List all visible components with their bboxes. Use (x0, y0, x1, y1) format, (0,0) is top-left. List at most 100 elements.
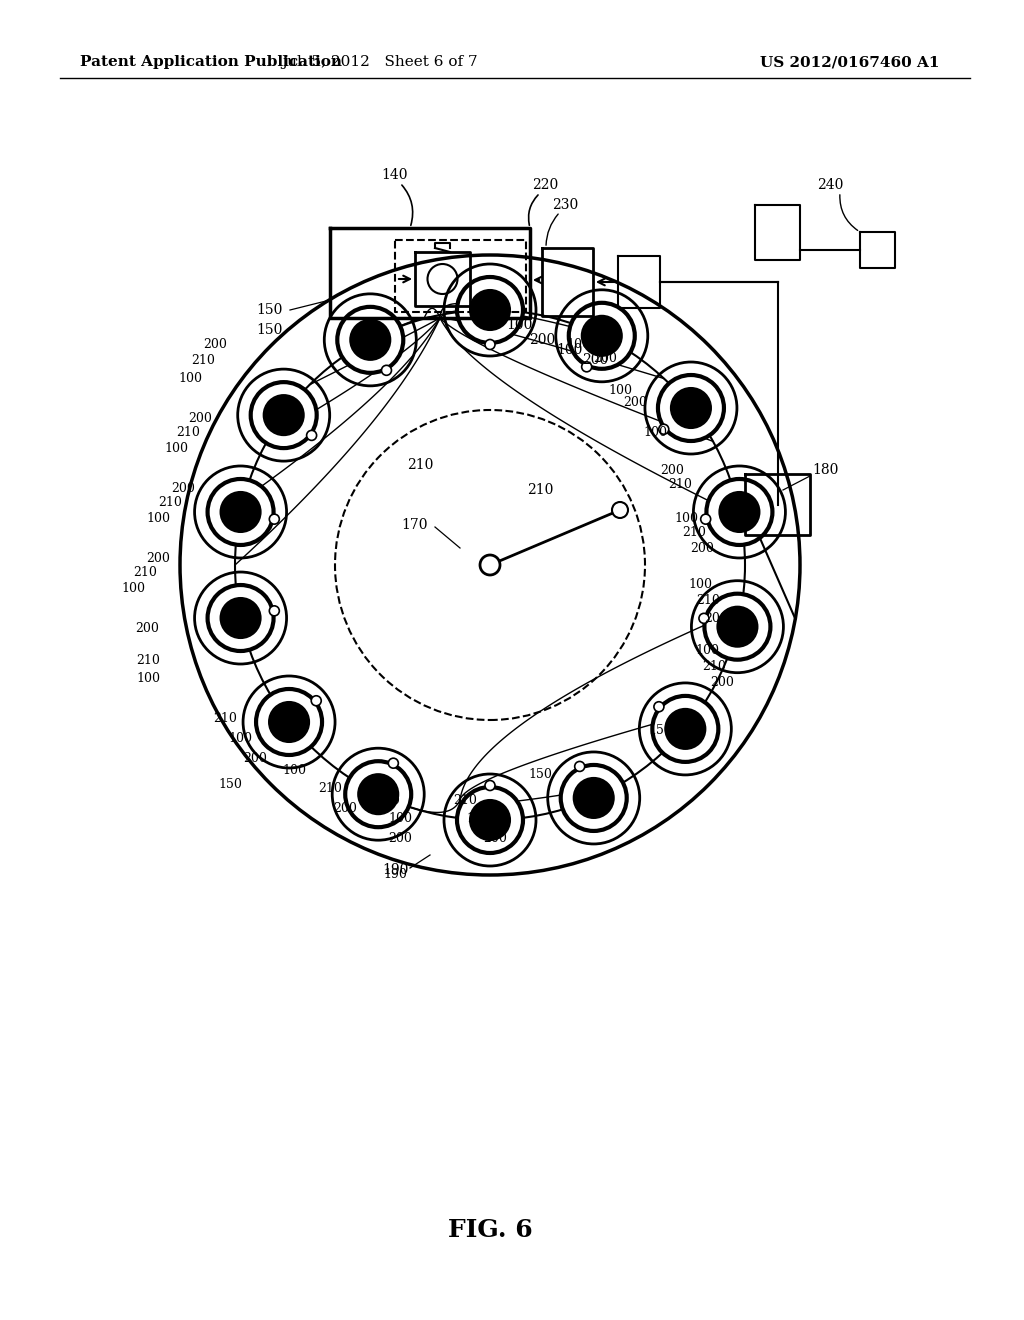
Circle shape (382, 366, 391, 375)
Circle shape (251, 381, 316, 447)
Circle shape (582, 315, 622, 356)
Text: 210: 210 (453, 793, 477, 807)
Circle shape (269, 515, 280, 524)
Circle shape (345, 762, 412, 828)
Text: 150: 150 (257, 304, 284, 317)
Text: 100: 100 (282, 763, 306, 776)
Text: 200: 200 (705, 611, 728, 624)
Circle shape (485, 339, 495, 350)
Text: 210: 210 (668, 479, 692, 491)
Text: FIG. 6: FIG. 6 (447, 1218, 532, 1242)
Circle shape (470, 290, 510, 330)
Text: 150: 150 (257, 323, 284, 337)
Circle shape (699, 614, 709, 623)
Text: 210: 210 (133, 565, 157, 578)
Text: 200: 200 (710, 676, 734, 689)
Text: 200: 200 (483, 832, 507, 845)
Circle shape (652, 696, 719, 762)
Text: 200: 200 (135, 622, 159, 635)
Text: 210: 210 (696, 594, 720, 606)
Text: 170: 170 (401, 517, 428, 532)
Circle shape (457, 277, 523, 343)
Circle shape (658, 375, 724, 441)
Text: 200: 200 (333, 801, 357, 814)
Circle shape (612, 502, 628, 517)
Circle shape (470, 800, 510, 840)
Circle shape (574, 762, 585, 771)
Circle shape (568, 302, 635, 368)
Text: 210: 210 (191, 354, 215, 367)
Circle shape (208, 585, 273, 651)
Text: 200: 200 (203, 338, 227, 351)
Text: 210: 210 (682, 525, 706, 539)
Circle shape (700, 515, 711, 524)
Text: 100: 100 (674, 511, 698, 524)
Text: 230: 230 (552, 198, 579, 213)
Circle shape (582, 362, 592, 372)
Text: 100: 100 (178, 371, 202, 384)
Text: 200: 200 (171, 482, 195, 495)
Text: 210: 210 (376, 793, 400, 807)
Circle shape (666, 709, 706, 748)
Circle shape (485, 780, 495, 791)
Text: 200: 200 (593, 351, 616, 364)
Circle shape (264, 395, 304, 436)
Text: 100: 100 (566, 338, 590, 351)
Text: 210: 210 (176, 425, 200, 438)
Text: 100: 100 (643, 425, 667, 438)
Text: 210: 210 (702, 660, 726, 672)
Text: 210: 210 (407, 458, 433, 473)
Text: Patent Application Publication: Patent Application Publication (80, 55, 342, 69)
Circle shape (337, 306, 403, 372)
Text: 100: 100 (557, 343, 584, 356)
Circle shape (306, 430, 316, 441)
Text: 100: 100 (695, 644, 719, 656)
Circle shape (654, 702, 664, 711)
Text: 150: 150 (218, 779, 242, 792)
Text: 210: 210 (526, 483, 553, 498)
Text: 210: 210 (136, 653, 160, 667)
Circle shape (658, 424, 669, 434)
Text: 100: 100 (164, 441, 188, 454)
Text: 190: 190 (383, 869, 407, 882)
Circle shape (573, 777, 613, 818)
Text: 100: 100 (146, 511, 170, 524)
Text: 100: 100 (507, 318, 534, 333)
Circle shape (220, 598, 260, 638)
Circle shape (208, 479, 273, 545)
Text: 100: 100 (121, 582, 145, 594)
Circle shape (720, 492, 760, 532)
Circle shape (269, 606, 280, 616)
Circle shape (269, 702, 309, 742)
Circle shape (311, 696, 322, 706)
Circle shape (707, 479, 772, 545)
Text: 210: 210 (318, 781, 342, 795)
Text: 210: 210 (213, 711, 237, 725)
Circle shape (256, 689, 323, 755)
Circle shape (457, 787, 523, 853)
Text: 200: 200 (582, 352, 608, 367)
Circle shape (220, 492, 260, 532)
Text: 200: 200 (388, 832, 412, 845)
Text: 140: 140 (382, 168, 409, 182)
Circle shape (561, 766, 627, 832)
Text: US 2012/0167460 A1: US 2012/0167460 A1 (760, 55, 939, 69)
Text: 200: 200 (528, 333, 555, 347)
Circle shape (718, 607, 758, 647)
Text: 200: 200 (623, 396, 647, 408)
Text: 150: 150 (528, 768, 552, 781)
Text: 200: 200 (690, 541, 714, 554)
Text: 100: 100 (136, 672, 160, 685)
Text: 100: 100 (608, 384, 632, 396)
Text: 210: 210 (158, 495, 182, 508)
Text: Jul. 5, 2012   Sheet 6 of 7: Jul. 5, 2012 Sheet 6 of 7 (282, 55, 478, 69)
Text: 100: 100 (388, 812, 412, 825)
Circle shape (671, 388, 711, 428)
Circle shape (388, 758, 398, 768)
Text: 220: 220 (531, 178, 558, 191)
Text: 100: 100 (228, 731, 252, 744)
Text: 190: 190 (382, 863, 409, 876)
Text: 100: 100 (688, 578, 712, 591)
Text: 200: 200 (146, 552, 170, 565)
Circle shape (480, 554, 500, 576)
